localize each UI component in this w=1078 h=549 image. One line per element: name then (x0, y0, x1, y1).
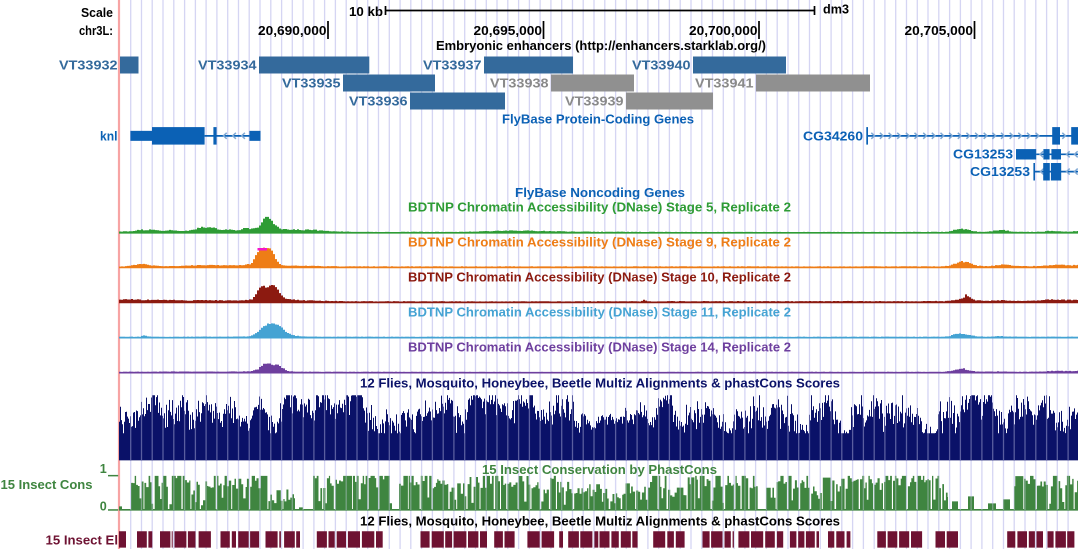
svg-text:1: 1 (100, 461, 107, 476)
svg-text:CG34260: CG34260 (803, 128, 863, 143)
svg-text:VT33934: VT33934 (198, 57, 257, 72)
svg-text:FlyBase Protein-Coding Genes: FlyBase Protein-Coding Genes (502, 112, 694, 127)
svg-text:VT33936: VT33936 (349, 93, 408, 108)
svg-text:VT33932: VT33932 (59, 57, 118, 72)
svg-text:15 Insect Conservation by Phas: 15 Insect Conservation by PhastCons (482, 462, 717, 477)
svg-text:BDTNP Chromatin Accessibility: BDTNP Chromatin Accessibility (DNase) St… (408, 199, 791, 214)
svg-text:20,700,000: 20,700,000 (689, 23, 758, 38)
svg-text:BDTNP Chromatin Accessibility: BDTNP Chromatin Accessibility (DNase) St… (408, 269, 791, 284)
svg-text:FlyBase Noncoding Genes: FlyBase Noncoding Genes (515, 185, 685, 200)
svg-text:12 Flies, Mosquito, Honeybee,: 12 Flies, Mosquito, Honeybee, Beetle Mul… (360, 376, 840, 391)
svg-text:15 Insect Cons: 15 Insect Cons (1, 477, 93, 492)
svg-text:Scale: Scale (81, 5, 113, 20)
svg-text:Embryonic enhancers (http://en: Embryonic enhancers (http://enhancers.st… (436, 38, 766, 53)
svg-text:VT33935: VT33935 (282, 75, 341, 90)
svg-text:VT33941: VT33941 (695, 75, 754, 90)
svg-text:VT33939: VT33939 (565, 93, 624, 108)
svg-text:0: 0 (100, 499, 107, 514)
svg-text:20,695,000: 20,695,000 (474, 23, 543, 38)
svg-text:VT33940: VT33940 (632, 57, 691, 72)
svg-text:10 kb: 10 kb (349, 4, 383, 19)
svg-text:dm3: dm3 (823, 2, 849, 17)
svg-text:BDTNP Chromatin Accessibility: BDTNP Chromatin Accessibility (DNase) St… (408, 304, 791, 319)
svg-text:VT33938: VT33938 (490, 75, 549, 90)
svg-text:CG13253: CG13253 (953, 147, 1013, 162)
svg-text:BDTNP Chromatin Accessibility: BDTNP Chromatin Accessibility (DNase) St… (408, 234, 791, 249)
svg-text:CG13253: CG13253 (970, 164, 1030, 179)
svg-text:15 Insect El: 15 Insect El (46, 533, 119, 548)
svg-text:VT33937: VT33937 (423, 57, 482, 72)
svg-text:20,705,000: 20,705,000 (905, 23, 974, 38)
svg-text:knl: knl (100, 128, 118, 143)
svg-text:20,690,000: 20,690,000 (258, 23, 327, 38)
svg-text:12 Flies, Mosquito, Honeybee,: 12 Flies, Mosquito, Honeybee, Beetle Mul… (360, 513, 840, 528)
svg-text:BDTNP Chromatin Accessibility: BDTNP Chromatin Accessibility (DNase) St… (408, 339, 791, 354)
svg-text:chr3L:: chr3L: (79, 23, 113, 38)
